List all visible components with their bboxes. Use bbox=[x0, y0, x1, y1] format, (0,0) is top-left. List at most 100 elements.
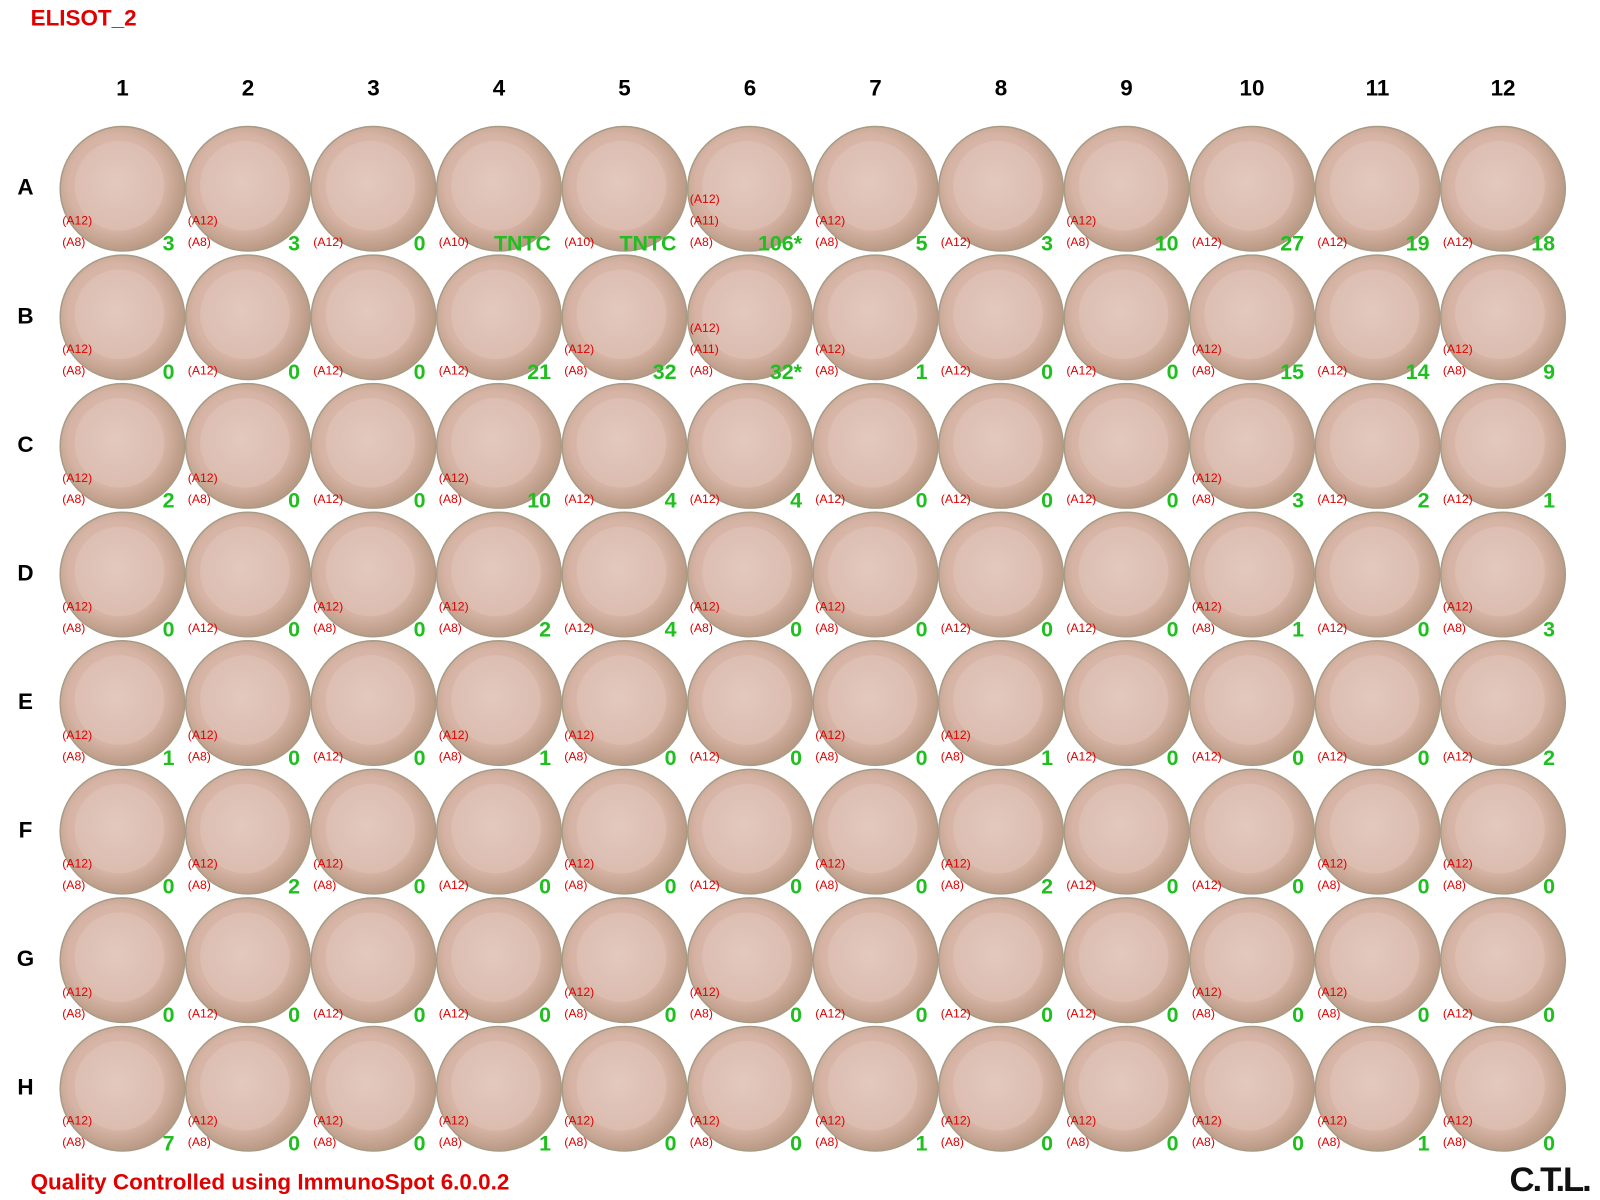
spot-count: 2 bbox=[1543, 746, 1555, 770]
well-inner bbox=[325, 655, 416, 745]
well-label: (A12) bbox=[188, 621, 218, 635]
well-label: (A12) bbox=[1317, 1114, 1347, 1128]
well-label: (A12) bbox=[313, 749, 343, 763]
spot-count: 0 bbox=[790, 746, 802, 770]
well-label: (A8) bbox=[1443, 1135, 1466, 1149]
well bbox=[1314, 1025, 1441, 1152]
well-label: (A8) bbox=[815, 1135, 838, 1149]
column-header: 4 bbox=[493, 76, 506, 101]
well-label: (A12) bbox=[62, 1114, 92, 1128]
well-label: (A8) bbox=[564, 1007, 587, 1021]
well-label: (A12) bbox=[188, 1114, 218, 1128]
well-label: (A12) bbox=[941, 1007, 971, 1021]
row-header: E bbox=[18, 689, 33, 714]
well-label: (A8) bbox=[564, 749, 587, 763]
well-label: (A12) bbox=[690, 878, 720, 892]
well-label: (A8) bbox=[62, 1007, 85, 1021]
well-label: (A12) bbox=[1192, 599, 1222, 613]
well-inner bbox=[74, 912, 165, 1002]
well bbox=[1189, 254, 1316, 381]
well-inner bbox=[451, 269, 541, 360]
spot-count: 0 bbox=[288, 617, 300, 641]
well-inner bbox=[953, 655, 1043, 745]
footer-note: Quality Controlled using ImmunoSpot 6.0.… bbox=[31, 1170, 510, 1195]
well-label: (A8) bbox=[1443, 364, 1466, 378]
spot-count: TNTC bbox=[494, 232, 551, 256]
well-label: (A8) bbox=[439, 749, 462, 763]
well bbox=[1063, 125, 1190, 252]
title: ELISOT_2 bbox=[31, 5, 137, 30]
well-inner bbox=[451, 1040, 541, 1131]
well-inner bbox=[953, 526, 1043, 617]
spot-count: 27 bbox=[1280, 232, 1304, 256]
spot-count: 0 bbox=[414, 360, 426, 384]
well bbox=[686, 254, 814, 381]
well bbox=[1314, 768, 1441, 895]
spot-count: 0 bbox=[1041, 489, 1053, 513]
spot-count: 0 bbox=[1418, 746, 1430, 770]
well bbox=[1314, 897, 1441, 1024]
well-inner bbox=[827, 655, 918, 745]
well-inner bbox=[451, 783, 541, 874]
well bbox=[310, 768, 437, 895]
well-label: (A8) bbox=[62, 878, 85, 892]
well-label: (A12) bbox=[941, 235, 971, 249]
well bbox=[561, 511, 688, 638]
well bbox=[184, 382, 311, 509]
spot-count: 0 bbox=[665, 1003, 677, 1027]
well-label: (A8) bbox=[815, 878, 838, 892]
well bbox=[561, 254, 688, 381]
well-inner bbox=[74, 655, 165, 745]
well-inner bbox=[1455, 783, 1545, 874]
well bbox=[938, 511, 1065, 638]
spot-count: 18 bbox=[1531, 232, 1555, 256]
spot-count: TNTC bbox=[619, 232, 676, 256]
spot-count: 0 bbox=[414, 746, 426, 770]
spot-count: 0 bbox=[163, 1003, 175, 1027]
well bbox=[1440, 640, 1567, 767]
spot-count: 0 bbox=[1292, 746, 1304, 770]
well-inner bbox=[200, 783, 290, 874]
spot-count: 0 bbox=[1041, 360, 1053, 384]
well-inner bbox=[827, 398, 918, 488]
spot-count: 1 bbox=[163, 746, 175, 770]
spot-count: 3 bbox=[288, 232, 300, 256]
well bbox=[1314, 382, 1441, 509]
well-label: (A12) bbox=[313, 599, 343, 613]
row-header: C bbox=[17, 432, 33, 457]
well bbox=[1440, 125, 1567, 252]
well-label: (A12) bbox=[188, 857, 218, 871]
well-inner bbox=[451, 655, 541, 745]
well-label: (A12) bbox=[1443, 342, 1473, 356]
spot-count: 1 bbox=[1543, 489, 1555, 513]
well-inner bbox=[702, 526, 792, 617]
well-label: (A12) bbox=[1443, 235, 1473, 249]
well-label: (A12) bbox=[1066, 492, 1096, 506]
spot-count: 1 bbox=[539, 1132, 551, 1156]
spot-count: 4 bbox=[665, 489, 677, 513]
well bbox=[310, 640, 437, 767]
well bbox=[812, 254, 939, 381]
well-inner bbox=[702, 912, 792, 1002]
well-label: (A12) bbox=[313, 1007, 343, 1021]
spot-count: 7 bbox=[163, 1132, 175, 1156]
spot-count: 0 bbox=[1543, 1132, 1555, 1156]
well-label: (A8) bbox=[313, 621, 336, 635]
spot-count: 0 bbox=[1167, 1132, 1179, 1156]
well bbox=[1440, 897, 1567, 1024]
well bbox=[938, 768, 1065, 895]
well-label: (A8) bbox=[815, 235, 838, 249]
well-inner bbox=[1078, 912, 1169, 1002]
well bbox=[435, 1025, 562, 1152]
well-label: (A12) bbox=[690, 599, 720, 613]
well bbox=[561, 640, 688, 767]
column-header: 7 bbox=[869, 76, 881, 101]
well-inner bbox=[1204, 1040, 1294, 1131]
well bbox=[1189, 640, 1316, 767]
logo: C.T.L. bbox=[1510, 1161, 1591, 1199]
well bbox=[310, 897, 437, 1024]
well-label: (A8) bbox=[439, 1135, 462, 1149]
well-inner bbox=[74, 526, 165, 617]
